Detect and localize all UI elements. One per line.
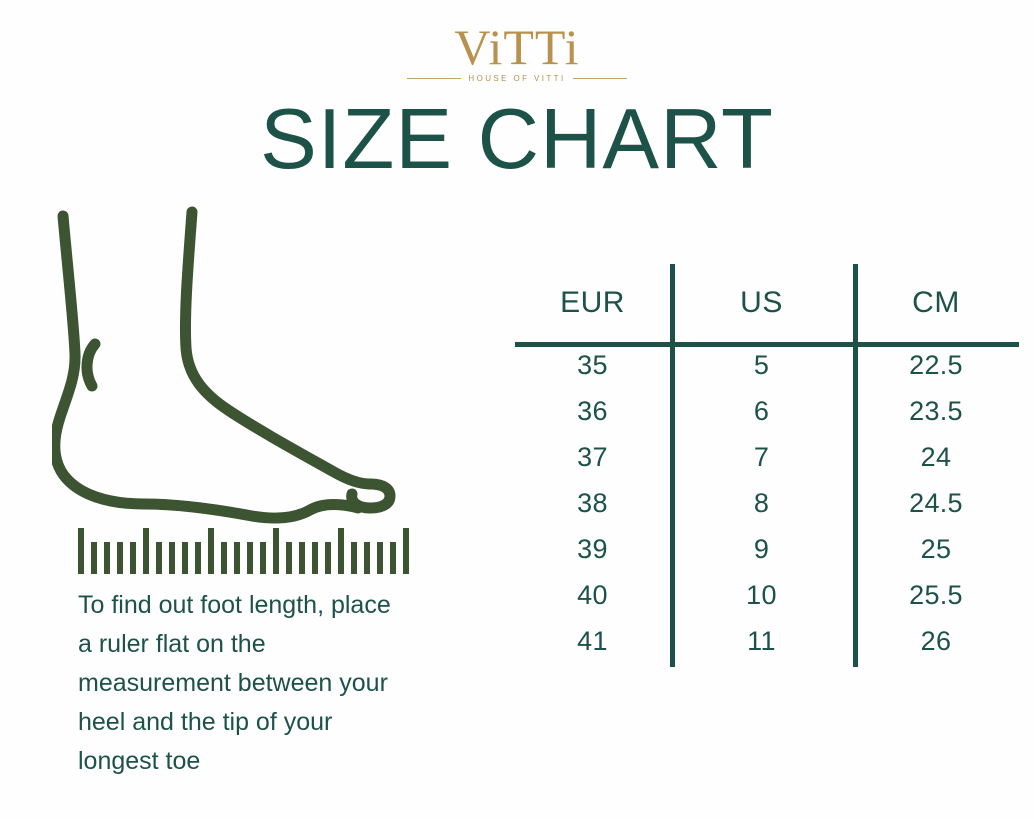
illustration-column: To find out foot length, place a ruler f… <box>52 196 452 781</box>
ruler-tick-minor <box>260 542 266 574</box>
cell-cm: 22.5 <box>909 349 963 380</box>
cell-us: 7 <box>753 441 770 472</box>
cell-eur: 35 <box>577 349 608 380</box>
ruler-tick-minor <box>156 542 162 574</box>
ruler-tick-minor <box>195 542 201 574</box>
brand-tagline: HOUSE OF VITTI <box>468 74 566 83</box>
cell-us: 9 <box>753 533 770 564</box>
ruler-tick-minor <box>221 542 227 574</box>
table-row: 35 5 22.5 <box>515 342 1019 388</box>
ruler-tick-minor <box>234 542 240 574</box>
table-header-rule <box>515 342 1019 347</box>
ruler-tick-minor <box>247 542 253 574</box>
cell-us: 10 <box>746 579 777 610</box>
ruler-tick-minor <box>312 542 318 574</box>
measurement-instructions: To find out foot length, place a ruler f… <box>78 591 391 775</box>
cell-cm: 25.5 <box>909 579 963 610</box>
table-grid: EUR US CM 35 5 22.5 36 6 23.5 <box>515 264 1019 667</box>
ruler-tick-major <box>208 528 214 574</box>
table-row: 37 7 24 <box>515 434 1019 480</box>
ruler-icon <box>78 528 409 574</box>
ruler-tick-major <box>403 528 409 574</box>
table-body: 35 5 22.5 36 6 23.5 37 7 24 <box>515 342 1019 664</box>
column-header-us: US <box>740 286 783 319</box>
cell-cm: 25 <box>920 533 952 564</box>
column-header-cm: CM <box>912 286 960 319</box>
cell-eur: 38 <box>577 487 608 518</box>
cell-us: 6 <box>753 395 770 426</box>
cell-cm: 24 <box>920 441 952 472</box>
table-header-row: EUR US CM <box>515 264 1019 342</box>
ruler-tick-minor <box>169 542 175 574</box>
ruler-tick-major <box>78 528 84 574</box>
brand-tagline-row: HOUSE OF VITTI <box>0 74 1034 83</box>
ruler-tick-major <box>273 528 279 574</box>
ruler-tick-minor <box>104 542 110 574</box>
ruler-tick-minor <box>117 542 123 574</box>
table-row: 40 10 25.5 <box>515 572 1019 618</box>
table-row: 38 8 24.5 <box>515 480 1019 526</box>
ruler-tick-minor <box>364 542 370 574</box>
cell-cm: 24.5 <box>909 487 963 518</box>
cell-us: 5 <box>753 349 770 380</box>
brand-rule-right <box>572 78 627 79</box>
ruler-tick-minor <box>286 542 292 574</box>
ruler-tick-major <box>338 528 344 574</box>
brand-logo: ViTTi HOUSE OF VITTI <box>0 22 1034 83</box>
column-header-eur: EUR <box>560 286 625 319</box>
cell-eur: 41 <box>577 625 608 656</box>
cell-cm: 23.5 <box>909 395 963 426</box>
cell-us: 8 <box>753 487 770 518</box>
brand-rule-left <box>407 78 462 79</box>
cell-eur: 40 <box>577 579 608 610</box>
cell-eur: 36 <box>577 395 608 426</box>
table-row: 41 11 26 <box>515 618 1019 664</box>
table-row: 39 9 25 <box>515 526 1019 572</box>
table-row: 36 6 23.5 <box>515 388 1019 434</box>
ruler-tick-minor <box>325 542 331 574</box>
cell-cm: 26 <box>920 625 952 656</box>
ruler-tick-minor <box>351 542 357 574</box>
cell-us: 11 <box>747 625 776 656</box>
size-conversion-table: EUR US CM 35 5 22.5 36 6 23.5 <box>515 264 1019 664</box>
table-head: EUR US CM <box>515 264 1019 342</box>
size-table: EUR US CM 35 5 22.5 36 6 23.5 <box>515 264 1019 667</box>
ruler-tick-minor <box>130 542 136 574</box>
ruler-tick-major <box>143 528 149 574</box>
ruler-tick-minor <box>299 542 305 574</box>
page-title: SIZE CHART <box>260 92 774 187</box>
ruler-tick-minor <box>91 542 97 574</box>
ruler-tick-minor <box>182 542 188 574</box>
table-column-divider <box>670 264 675 667</box>
brand-name: ViTTi <box>454 19 580 75</box>
ruler-tick-minor <box>390 542 396 574</box>
ruler-tick-minor <box>377 542 383 574</box>
cell-eur: 39 <box>577 533 608 564</box>
foot-side-profile-icon <box>52 206 396 524</box>
table-column-divider <box>853 264 858 667</box>
cell-eur: 37 <box>577 441 608 472</box>
